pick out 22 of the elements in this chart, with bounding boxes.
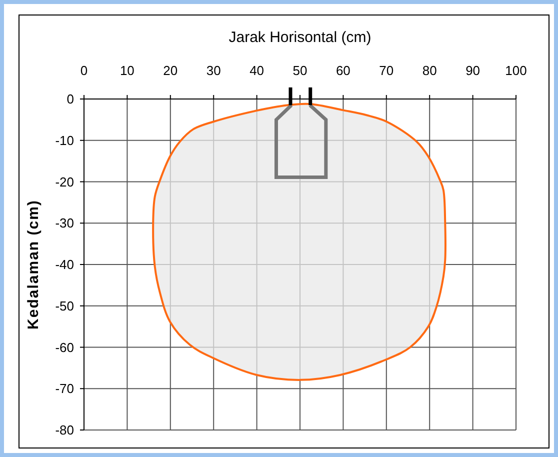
x-tick-label: 70 (379, 63, 394, 78)
y-tick-label: -60 (55, 340, 74, 355)
x-tick-label: 40 (250, 63, 264, 78)
x-tick-label: 80 (422, 63, 437, 78)
y-tick-label: -50 (55, 298, 74, 314)
x-tick-label: 50 (292, 63, 308, 78)
y-tick-label: 0 (66, 92, 74, 107)
x-tick-label: 90 (466, 63, 480, 78)
x-tick-label: 30 (206, 63, 221, 78)
x-tick-label: 0 (80, 63, 88, 78)
y-tick-label: -20 (55, 174, 74, 190)
y-tick-label: -30 (55, 216, 74, 231)
x-tick-label: 60 (336, 63, 350, 78)
y-tick-label: -10 (55, 132, 74, 148)
y-tick-label: -40 (55, 257, 74, 272)
x-axis-title: Jarak Horisontal (cm) (228, 29, 372, 46)
x-tick-label: 100 (505, 63, 527, 78)
x-tick-label: 10 (120, 63, 134, 78)
x-tick-label: 20 (163, 63, 178, 78)
y-tick-label: -70 (55, 381, 74, 396)
y-tick-label: -80 (55, 422, 74, 438)
y-axis-title: Kedalaman (cm) (25, 200, 42, 330)
